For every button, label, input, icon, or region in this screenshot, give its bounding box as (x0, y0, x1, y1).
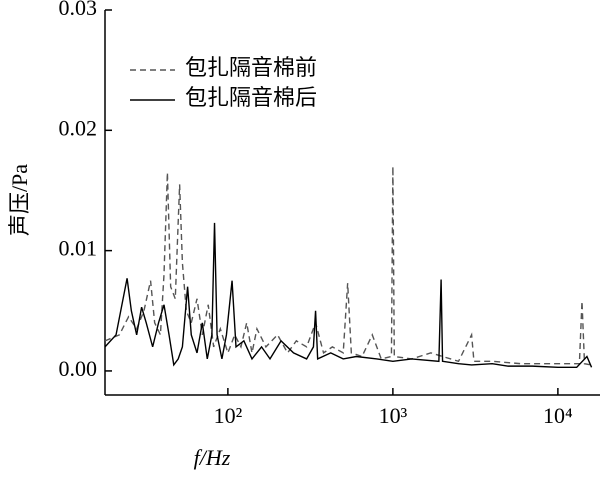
series-line (104, 222, 593, 369)
y-axis-label: 声压/Pa (7, 164, 32, 236)
x-axis-label: f/Hz (194, 445, 231, 470)
y-tick-label: 0.03 (59, 0, 98, 20)
y-tick-label: 0.00 (59, 356, 98, 381)
x-tick-label: 10² (214, 403, 243, 428)
series-line (104, 166, 592, 366)
y-tick-label: 0.01 (59, 236, 98, 261)
x-tick-label: 10⁴ (543, 403, 573, 428)
x-tick-label: 10³ (379, 403, 408, 428)
legend-label: 包扎隔音棉前 (185, 55, 317, 80)
y-tick-label: 0.02 (59, 115, 98, 140)
legend-label: 包扎隔音棉后 (185, 85, 317, 110)
